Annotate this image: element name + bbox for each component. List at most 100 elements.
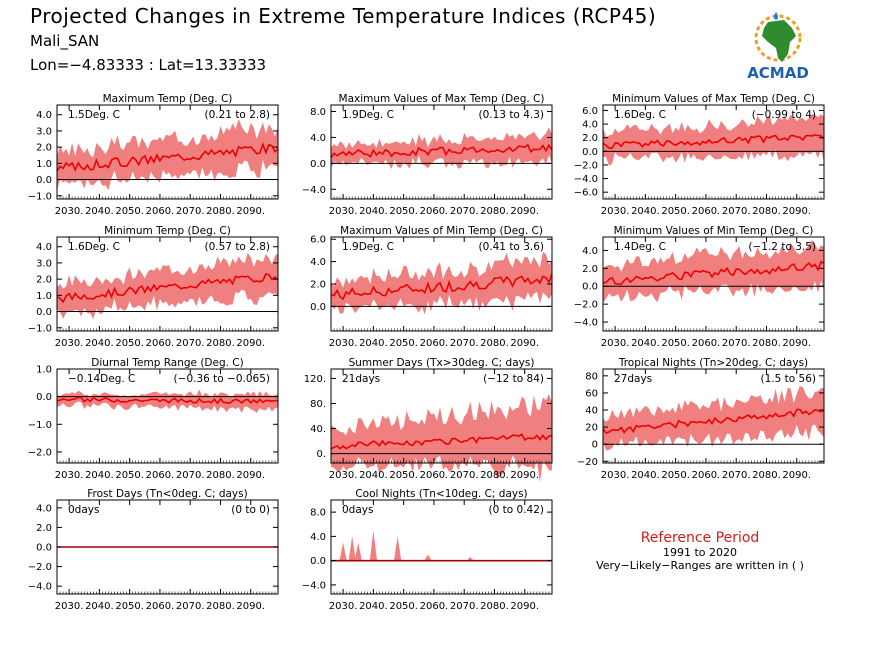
reference-period-note: Reference Period 1991 to 2020 Very−Likel… bbox=[590, 530, 810, 572]
y-tick-label: 80 bbox=[585, 371, 598, 382]
x-tick-label: 2070. bbox=[450, 470, 479, 481]
x-tick-label: 2090. bbox=[510, 601, 539, 612]
x-tick-label: 2040. bbox=[85, 206, 114, 217]
y-tick-label: 0.0 bbox=[582, 282, 598, 293]
x-tick-label: 2050. bbox=[389, 470, 418, 481]
station-coordinates: Lon=−4.83333 : Lat=13.33333 bbox=[30, 56, 267, 74]
x-tick-label: 2080. bbox=[480, 601, 509, 612]
x-tick-label: 2090. bbox=[236, 206, 265, 217]
plot-frame bbox=[330, 368, 553, 464]
summary-value: 1.9Deg. C bbox=[342, 109, 394, 121]
x-tick-label: 2070. bbox=[450, 601, 479, 612]
x-tick-label: 2070. bbox=[176, 206, 205, 217]
y-tick-label: 0.0 bbox=[36, 543, 52, 554]
plot-frame bbox=[330, 499, 553, 595]
plot-frame bbox=[56, 236, 279, 332]
x-tick-label: 2080. bbox=[206, 338, 235, 349]
plot-frame bbox=[56, 368, 279, 464]
summary-value: 27days bbox=[614, 373, 652, 385]
plot-frame bbox=[602, 236, 825, 332]
x-tick-label: 2050. bbox=[389, 601, 418, 612]
y-tick-label: −2.0 bbox=[28, 447, 52, 458]
summary-value: 1.4Deg. C bbox=[614, 241, 666, 253]
x-tick-label: 2080. bbox=[206, 601, 235, 612]
median-line bbox=[602, 408, 825, 434]
likely-range: (0.21 to 2.8) bbox=[205, 109, 271, 121]
likely-range: (0.41 to 3.6) bbox=[479, 241, 545, 253]
median-line bbox=[56, 141, 279, 172]
y-tick-label: −20 bbox=[577, 457, 598, 468]
page-title: Projected Changes in Extreme Temperature… bbox=[30, 4, 657, 28]
chart-panel: 120. 80. 40. 0.2030. 2040. 2050. 2060. 2070. 208… bbox=[304, 357, 553, 483]
median-line bbox=[56, 396, 279, 405]
range-spike bbox=[369, 530, 378, 561]
x-tick-label: 2040. bbox=[631, 470, 660, 481]
summary-value: 1.6Deg. C bbox=[614, 109, 666, 121]
x-tick-label: 2060. bbox=[420, 338, 449, 349]
x-tick-label: 2050. bbox=[661, 470, 690, 481]
y-tick-label: 4.0 bbox=[310, 532, 326, 543]
likely-range-band bbox=[603, 386, 824, 451]
y-tick-label: 2.0 bbox=[36, 523, 52, 534]
y-tick-label: 8.0 bbox=[310, 107, 326, 118]
plot-frame bbox=[330, 104, 553, 200]
x-tick-label: 2070. bbox=[176, 338, 205, 349]
x-tick-label: 2040. bbox=[85, 470, 114, 481]
y-tick-label: 0.0 bbox=[310, 159, 326, 170]
x-tick-label: 2040. bbox=[359, 601, 388, 612]
y-tick-label: 120. bbox=[304, 374, 326, 385]
summary-value: 0days bbox=[342, 504, 373, 516]
x-tick-label: 2030. bbox=[601, 206, 630, 217]
x-tick-label: 2040. bbox=[359, 206, 388, 217]
x-tick-label: 2050. bbox=[661, 206, 690, 217]
x-tick-label: 2030. bbox=[55, 470, 84, 481]
x-tick-label: 2090. bbox=[510, 206, 539, 217]
x-tick-label: 2040. bbox=[631, 206, 660, 217]
y-tick-label: −2.0 bbox=[28, 562, 52, 573]
x-tick-label: 2070. bbox=[450, 338, 479, 349]
summary-value: 21days bbox=[342, 373, 380, 385]
x-tick-label: 2090. bbox=[236, 470, 265, 481]
chart-title: Minimum Values of Max Temp (Deg. C) bbox=[612, 93, 815, 105]
plot-frame bbox=[56, 104, 279, 200]
summary-value: 1.5Deg. C bbox=[68, 109, 120, 121]
y-tick-label: −1.0 bbox=[28, 420, 52, 431]
likely-range: (0.13 to 4.3) bbox=[479, 109, 545, 121]
y-tick-label: −2.0 bbox=[574, 300, 598, 311]
y-tick-label: 2.0 bbox=[582, 264, 598, 275]
likely-range-band bbox=[57, 119, 278, 192]
y-tick-label: 4.0 bbox=[36, 110, 52, 121]
y-tick-label: −4.0 bbox=[302, 580, 326, 591]
x-tick-label: 2090. bbox=[782, 338, 811, 349]
x-tick-label: 2070. bbox=[722, 470, 751, 481]
x-tick-label: 2060. bbox=[146, 601, 175, 612]
x-tick-label: 2030. bbox=[55, 206, 84, 217]
africa-map-icon: ACMAD bbox=[747, 12, 809, 82]
x-tick-label: 2080. bbox=[480, 206, 509, 217]
y-tick-label: 0.0 bbox=[36, 307, 52, 318]
likely-range-band bbox=[331, 394, 552, 483]
chart-title: Minimum Temp (Deg. C) bbox=[104, 225, 231, 237]
y-tick-label: 2.0 bbox=[310, 280, 326, 291]
likely-range: (−0.36 to −0.065) bbox=[174, 373, 270, 385]
x-tick-label: 2030. bbox=[601, 470, 630, 481]
chart-title: Minimum Values of Min Temp (Deg. C) bbox=[614, 225, 814, 237]
likely-range-band bbox=[603, 114, 824, 166]
likely-range: (−0.99 to 4) bbox=[752, 109, 816, 121]
x-tick-label: 2070. bbox=[450, 206, 479, 217]
x-tick-label: 2090. bbox=[782, 206, 811, 217]
chart-title: Maximum Values of Max Temp (Deg. C) bbox=[339, 93, 545, 105]
x-tick-label: 2080. bbox=[752, 338, 781, 349]
x-tick-label: 2090. bbox=[236, 338, 265, 349]
median-line bbox=[56, 272, 279, 304]
x-tick-label: 2070. bbox=[722, 206, 751, 217]
y-tick-label: 0 bbox=[592, 440, 598, 451]
x-tick-label: 2070. bbox=[176, 470, 205, 481]
y-tick-label: −6.0 bbox=[574, 188, 598, 199]
y-tick-label: 60 bbox=[585, 388, 598, 399]
